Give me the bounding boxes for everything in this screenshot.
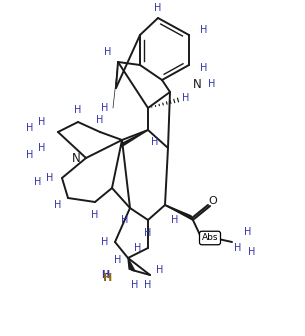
Text: H: H (91, 210, 99, 220)
Polygon shape (121, 130, 148, 147)
Text: H: H (151, 137, 159, 147)
Text: H: H (144, 228, 152, 238)
Text: H: H (26, 123, 34, 133)
Text: H: H (200, 25, 208, 35)
Text: H: H (154, 3, 162, 13)
Text: H: H (38, 143, 46, 153)
Text: H: H (34, 177, 42, 187)
Text: H: H (101, 237, 109, 247)
Text: H: H (103, 273, 113, 283)
Text: H: H (200, 63, 208, 73)
Text: H: H (171, 215, 179, 225)
Text: H: H (156, 265, 164, 275)
Text: H: H (26, 150, 34, 160)
Text: N: N (193, 78, 201, 90)
Text: H: H (74, 105, 82, 115)
Text: H: H (131, 280, 139, 290)
Text: H: H (114, 255, 122, 265)
Text: H: H (101, 270, 109, 280)
Text: H: H (144, 280, 152, 290)
Polygon shape (128, 258, 135, 271)
Text: Abs: Abs (202, 234, 218, 243)
Text: H: H (38, 117, 46, 127)
Text: H: H (234, 243, 242, 253)
Polygon shape (165, 205, 193, 220)
Text: O: O (209, 196, 217, 206)
Text: H: H (104, 47, 112, 57)
Text: H: H (182, 93, 190, 103)
Text: N: N (72, 152, 81, 165)
Text: H: H (101, 103, 109, 113)
Text: H: H (208, 79, 216, 89)
Text: H: H (54, 200, 62, 210)
Text: H: H (121, 215, 129, 225)
Text: H: H (134, 243, 142, 253)
Text: H: H (96, 115, 104, 125)
Text: H: H (248, 247, 256, 257)
Text: H: H (244, 227, 252, 237)
Text: H: H (46, 173, 54, 183)
